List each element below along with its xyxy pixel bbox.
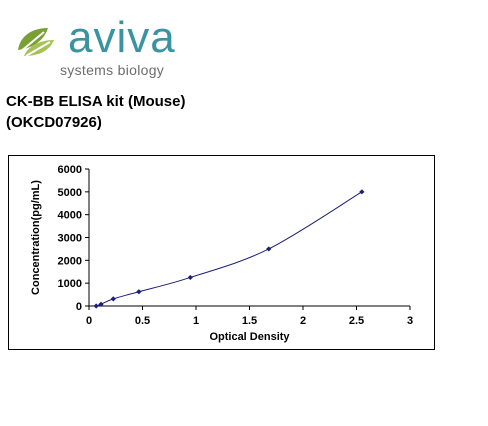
data-point [359,189,365,195]
brand-tagline: systems biology [60,62,165,78]
y-tick-label: 1000 [58,278,82,290]
y-tick-label: 2000 [58,255,82,267]
x-tick-label: 0.5 [135,315,150,327]
data-point [93,303,99,309]
data-point [187,274,193,281]
chart-frame [8,155,435,350]
y-tick-label: 6000 [58,164,82,176]
product-title: CK-BB ELISA kit (Mouse) [6,93,186,110]
x-tick-label: 1.5 [242,315,257,327]
data-point [266,246,272,252]
data-point [98,301,104,307]
brand-logo: aviva systems biology [10,12,210,82]
y-tick-label: 0 [76,301,82,313]
brand-name: aviva [68,13,176,62]
x-tick-label: 3 [407,315,413,327]
y-tick-label: 3000 [58,233,82,245]
y-tick-label: 4000 [58,210,82,222]
data-point [136,289,142,295]
product-code: (OKCD07926) [6,114,102,131]
x-tick-label: 1 [193,315,199,327]
y-tick-label: 5000 [58,187,82,199]
x-tick-label: 0 [86,315,92,327]
y-axis-label: Concentration(pg/mL) [30,180,42,295]
leaf-icon [18,28,54,57]
x-tick-label: 2 [300,315,306,327]
plot-area: 0 1000 2000 3000 4000 5000 6000 0 0.5 1 1.5 2 2.5 3 Op… [30,164,413,343]
x-axis-label: Optical Density [209,331,290,343]
data-point [110,296,116,302]
x-tick-label: 2.5 [349,315,364,327]
